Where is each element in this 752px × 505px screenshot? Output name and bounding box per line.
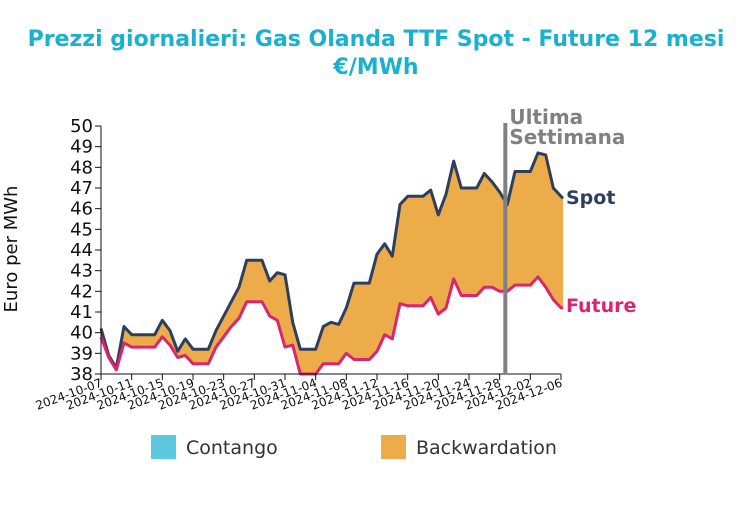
- last-week-label: Settimana: [509, 125, 625, 149]
- y-tick-label: 50: [70, 116, 93, 137]
- y-tick-label: 49: [70, 137, 93, 158]
- chart-title: Prezzi giornalieri: Gas Olanda TTF Spot …: [28, 27, 725, 52]
- series-line-spot: [99, 151, 565, 370]
- y-tick-label: 41: [70, 302, 93, 323]
- series-lines: [99, 151, 565, 376]
- legend: Contango Backwardation: [151, 435, 557, 459]
- y-tick-label: 44: [70, 240, 93, 261]
- legend-label-contango: Contango: [186, 437, 278, 459]
- y-tick-label: 39: [70, 343, 93, 364]
- legend-label-backwardation: Backwardation: [416, 437, 557, 459]
- series-line-future: [99, 275, 563, 376]
- y-tick-label: 43: [70, 261, 93, 282]
- y-tick-label: 45: [70, 219, 93, 240]
- y-tick-label: 40: [70, 323, 93, 344]
- y-tick-label: 48: [70, 157, 93, 178]
- backwardation-area: [101, 152, 563, 374]
- y-tick-label: 42: [70, 281, 93, 302]
- y-axis-label: Euro per MWh: [1, 186, 22, 313]
- last-week-label: Ultima: [509, 105, 583, 129]
- series-label-future: Future: [566, 295, 636, 317]
- y-tick-label: 38: [70, 364, 93, 385]
- legend-swatch-contango: [151, 435, 176, 459]
- chart-subtitle: €/MWh: [332, 55, 418, 80]
- backwardation-area-layer: [101, 152, 563, 374]
- series-label-spot: Spot: [566, 187, 615, 209]
- y-tick-label: 47: [70, 178, 93, 199]
- y-tick-label: 46: [70, 199, 93, 220]
- legend-swatch-backwardation: [381, 435, 406, 459]
